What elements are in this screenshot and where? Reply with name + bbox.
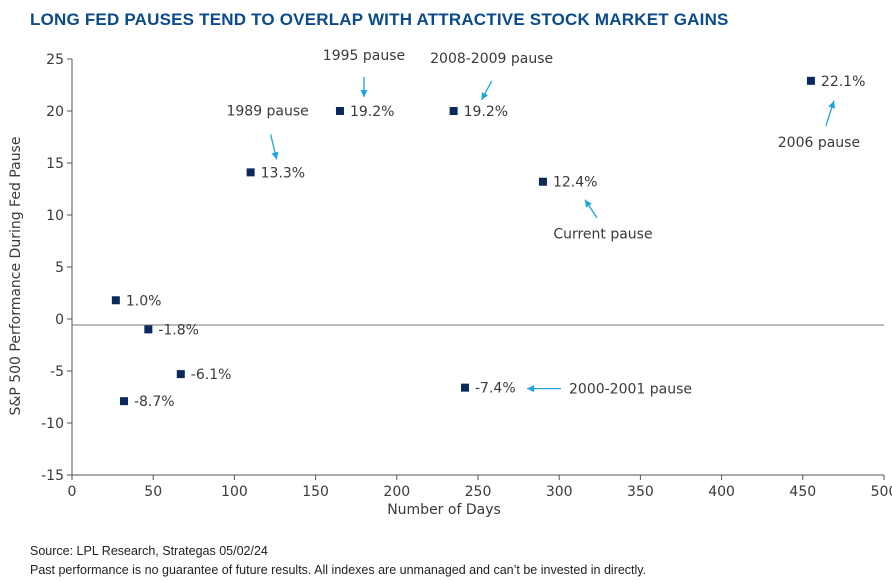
axis-layer	[71, 59, 884, 476]
data-label: -7.4%	[475, 381, 516, 397]
data-label: 13.3%	[261, 165, 305, 181]
y-tick-label: -5	[50, 364, 64, 380]
x-tick-label: 300	[546, 484, 573, 500]
x-tick-label: 350	[627, 484, 654, 500]
data-label: 19.2%	[350, 104, 394, 120]
annotation-label: 2008-2009 pause	[430, 51, 553, 67]
x-tick-label: 400	[708, 484, 735, 500]
data-points	[111, 76, 815, 406]
data-point	[461, 383, 470, 392]
data-label: 22.1%	[821, 74, 865, 90]
annotation-arrow-head	[360, 90, 368, 97]
data-label: -8.7%	[134, 394, 175, 410]
data-label: 12.4%	[553, 175, 597, 191]
data-label: -6.1%	[191, 367, 232, 383]
annotation-arrow-head	[481, 92, 488, 100]
x-tick-label: 250	[465, 484, 492, 500]
data-point	[449, 107, 458, 115]
x-tick-label: 50	[144, 484, 162, 500]
data-label: 1.0%	[126, 293, 162, 309]
x-axis-label: Number of Days	[387, 502, 501, 518]
annotations: 1989 pause 1995 pause 2008-2009 pause 2000-…	[226, 48, 860, 398]
annotation-arrow-head	[527, 385, 535, 393]
y-tick-label: 10	[46, 208, 64, 224]
x-tick-label: 500	[871, 484, 892, 500]
annotation-arrow-head	[271, 151, 279, 160]
ticks-layer: 0 50 100 150 200 250 300 350 400 450 500 -15 -10 -5 0 5…	[41, 52, 892, 500]
data-label: -1.8%	[158, 322, 199, 338]
y-tick-label: 0	[55, 312, 64, 328]
annotation-label: 2006 pause	[778, 135, 860, 151]
chart-title: LONG FED PAUSES TEND TO OVERLAP WITH ATT…	[30, 10, 729, 29]
x-tick-label: 150	[302, 484, 329, 500]
y-tick-label: -10	[41, 416, 64, 432]
x-tick-label: 0	[68, 484, 77, 500]
x-tick-label: 100	[221, 484, 248, 500]
y-tick-label: 20	[46, 104, 64, 120]
y-tick-label: 15	[46, 156, 64, 172]
data-point	[538, 177, 547, 186]
y-axis-label: S&P 500 Performance During Fed Pause	[8, 137, 24, 416]
annotation-label: 1989 pause	[226, 103, 308, 119]
data-point	[335, 107, 344, 115]
scatter-chart: 0 50 100 150 200 250 300 350 400 450 500 -15 -10 -5 0 5…	[8, 48, 892, 518]
annotation-arrows	[270, 77, 836, 393]
annotation-arrow-head	[828, 100, 836, 109]
source-note: Source: LPL Research, Strategas 05/02/24	[30, 544, 268, 558]
data-labels: 1.0% -1.8% -6.1% -8.7% 13.3% 19.2% 19.2% -7.4% 1…	[126, 74, 866, 410]
annotation-label: 2000-2001 pause	[569, 382, 692, 398]
disclaimer: Past performance is no guarantee of futu…	[30, 563, 647, 577]
annotation-arrow-head	[584, 199, 592, 208]
y-tick-label: -15	[41, 468, 64, 484]
data-point	[111, 296, 120, 305]
data-point	[176, 370, 185, 379]
data-point	[144, 325, 153, 334]
annotation-label: 1995 pause	[323, 48, 405, 64]
y-tick-label: 5	[55, 260, 64, 276]
data-point	[119, 397, 128, 406]
data-point	[246, 168, 255, 177]
data-label: 19.2%	[464, 104, 508, 120]
annotation-label: Current pause	[553, 227, 652, 243]
data-point	[806, 76, 815, 85]
x-tick-label: 200	[383, 484, 410, 500]
y-tick-label: 25	[46, 52, 64, 68]
x-tick-label: 450	[789, 484, 816, 500]
